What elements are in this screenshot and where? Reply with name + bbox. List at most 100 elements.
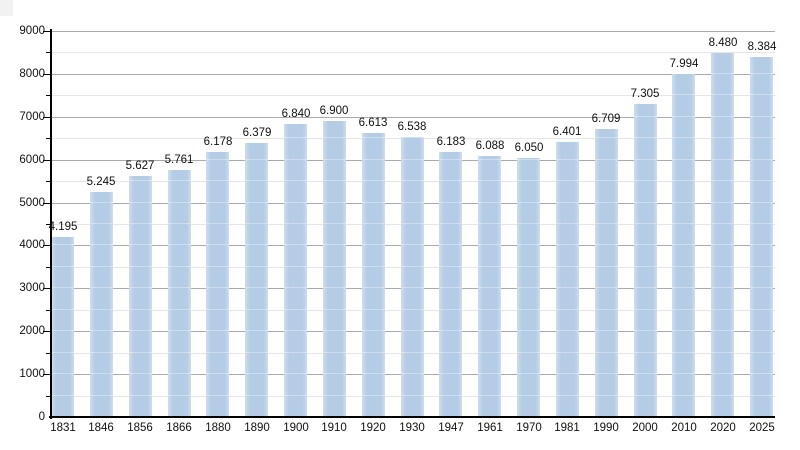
bar-gridline-showthrough <box>401 330 424 331</box>
bar-gridline-showthrough <box>634 309 657 310</box>
x-axis-label-1990: 1990 <box>593 422 619 434</box>
x-axis-label-2010: 2010 <box>671 422 697 434</box>
bar-gridline-showthrough <box>129 287 152 288</box>
bar-gridline-showthrough <box>323 309 346 310</box>
x-axis-label-1970: 1970 <box>516 422 542 434</box>
bar-gridline-showthrough <box>595 180 618 181</box>
bar-gridline-showthrough <box>362 159 385 160</box>
bar-value-label-1890: 6.379 <box>242 127 272 139</box>
bar-gridline-showthrough <box>362 373 385 374</box>
bar-gridline-showthrough <box>284 352 307 353</box>
bar-gridline-showthrough <box>595 266 618 267</box>
bar-gridline-showthrough <box>245 330 268 331</box>
bar-gridline-showthrough <box>517 244 540 245</box>
bar-gridline-showthrough <box>439 373 462 374</box>
y-axis-tick-7500 <box>46 95 50 96</box>
bar-gridline-showthrough <box>129 309 152 310</box>
bar-gridline-showthrough <box>672 309 695 310</box>
bar-1846 <box>90 192 113 417</box>
bar-gridline-showthrough <box>750 287 773 288</box>
bar-gridline-showthrough <box>129 180 152 181</box>
bar-gridline-showthrough <box>517 352 540 353</box>
bar-1831 <box>51 237 74 417</box>
bar-1890 <box>245 143 268 417</box>
bar-gridline-showthrough <box>634 223 657 224</box>
bar-gridline-showthrough <box>634 180 657 181</box>
bar-gridline-showthrough <box>556 309 579 310</box>
y-axis-tick-2500 <box>46 310 50 311</box>
bar-gridline-showthrough <box>439 180 462 181</box>
bar-gridline-showthrough <box>245 159 268 160</box>
bar-gridline-showthrough <box>478 287 501 288</box>
bar-gridline-showthrough <box>634 266 657 267</box>
bar-gridline-showthrough <box>284 330 307 331</box>
bar-gridline-showthrough <box>439 202 462 203</box>
bar-gridline-showthrough <box>439 287 462 288</box>
x-axis-label-1920: 1920 <box>360 422 386 434</box>
bar-gridline-showthrough <box>556 352 579 353</box>
bar-gridline-showthrough <box>245 244 268 245</box>
bar-gridline-showthrough <box>556 180 579 181</box>
bar-value-label-1831: 4.195 <box>48 221 78 233</box>
bar-gridline-showthrough <box>284 266 307 267</box>
bar-gridline-showthrough <box>323 330 346 331</box>
bar-gridline-showthrough <box>439 244 462 245</box>
bar-gridline-showthrough <box>362 202 385 203</box>
bar-gridline-showthrough <box>517 395 540 396</box>
bar-gridline-showthrough <box>90 202 113 203</box>
y-axis-tick-6500 <box>46 138 50 139</box>
bar-gridline-showthrough <box>556 244 579 245</box>
bar-gridline-showthrough <box>401 287 424 288</box>
bar-gridline-showthrough <box>439 330 462 331</box>
bar-gridline-showthrough <box>634 373 657 374</box>
bar-gridline-showthrough <box>168 352 191 353</box>
bar-gridline-showthrough <box>129 330 152 331</box>
bar-gridline-showthrough <box>517 159 540 160</box>
bar-gridline-showthrough <box>362 330 385 331</box>
bar-gridline-showthrough <box>517 266 540 267</box>
bar-gridline-showthrough <box>168 309 191 310</box>
x-axis-label-2020: 2020 <box>710 422 736 434</box>
bar-gridline-showthrough <box>51 266 74 267</box>
bar-gridline-showthrough <box>401 244 424 245</box>
bar-gridline-showthrough <box>129 266 152 267</box>
bar-gridline-showthrough <box>478 244 501 245</box>
bar-gridline-showthrough <box>711 159 734 160</box>
bar-gridline-showthrough <box>750 202 773 203</box>
bar-1900 <box>284 124 307 417</box>
bar-gridline-showthrough <box>206 395 229 396</box>
bar-gridline-showthrough <box>245 395 268 396</box>
bar-gridline-showthrough <box>595 244 618 245</box>
bar-gridline-showthrough <box>51 373 74 374</box>
bar-gridline-showthrough <box>206 373 229 374</box>
bar-gridline-showthrough <box>51 287 74 288</box>
x-axis-label-1880: 1880 <box>205 422 231 434</box>
y-axis-tick-5500 <box>46 181 50 182</box>
bar-gridline-showthrough <box>245 202 268 203</box>
bar-1981 <box>556 142 579 417</box>
bar-gridline-showthrough <box>750 180 773 181</box>
bar-gridline-showthrough <box>672 352 695 353</box>
bar-1856 <box>129 176 152 417</box>
bar-gridline-showthrough <box>401 180 424 181</box>
bar-gridline-showthrough <box>323 223 346 224</box>
bar-gridline-showthrough <box>362 287 385 288</box>
bar-gridline-showthrough <box>323 202 346 203</box>
bar-gridline-showthrough <box>595 373 618 374</box>
bar-gridline-showthrough <box>672 244 695 245</box>
bar-gridline-showthrough <box>401 309 424 310</box>
y-axis-tick-3000 <box>43 288 50 289</box>
y-axis-label-8000: 8000 <box>19 68 45 80</box>
y-axis-label-5000: 5000 <box>19 197 45 209</box>
bar-gridline-showthrough <box>323 266 346 267</box>
bar-gridline-showthrough <box>711 395 734 396</box>
bar-gridline-showthrough <box>362 395 385 396</box>
bar-gridline-showthrough <box>51 309 74 310</box>
y-axis-tick-6000 <box>43 160 50 161</box>
bar-gridline-showthrough <box>284 180 307 181</box>
bar-gridline-showthrough <box>51 330 74 331</box>
bar-gridline-showthrough <box>478 266 501 267</box>
bar-gridline-showthrough <box>245 309 268 310</box>
bar-gridline-showthrough <box>634 202 657 203</box>
